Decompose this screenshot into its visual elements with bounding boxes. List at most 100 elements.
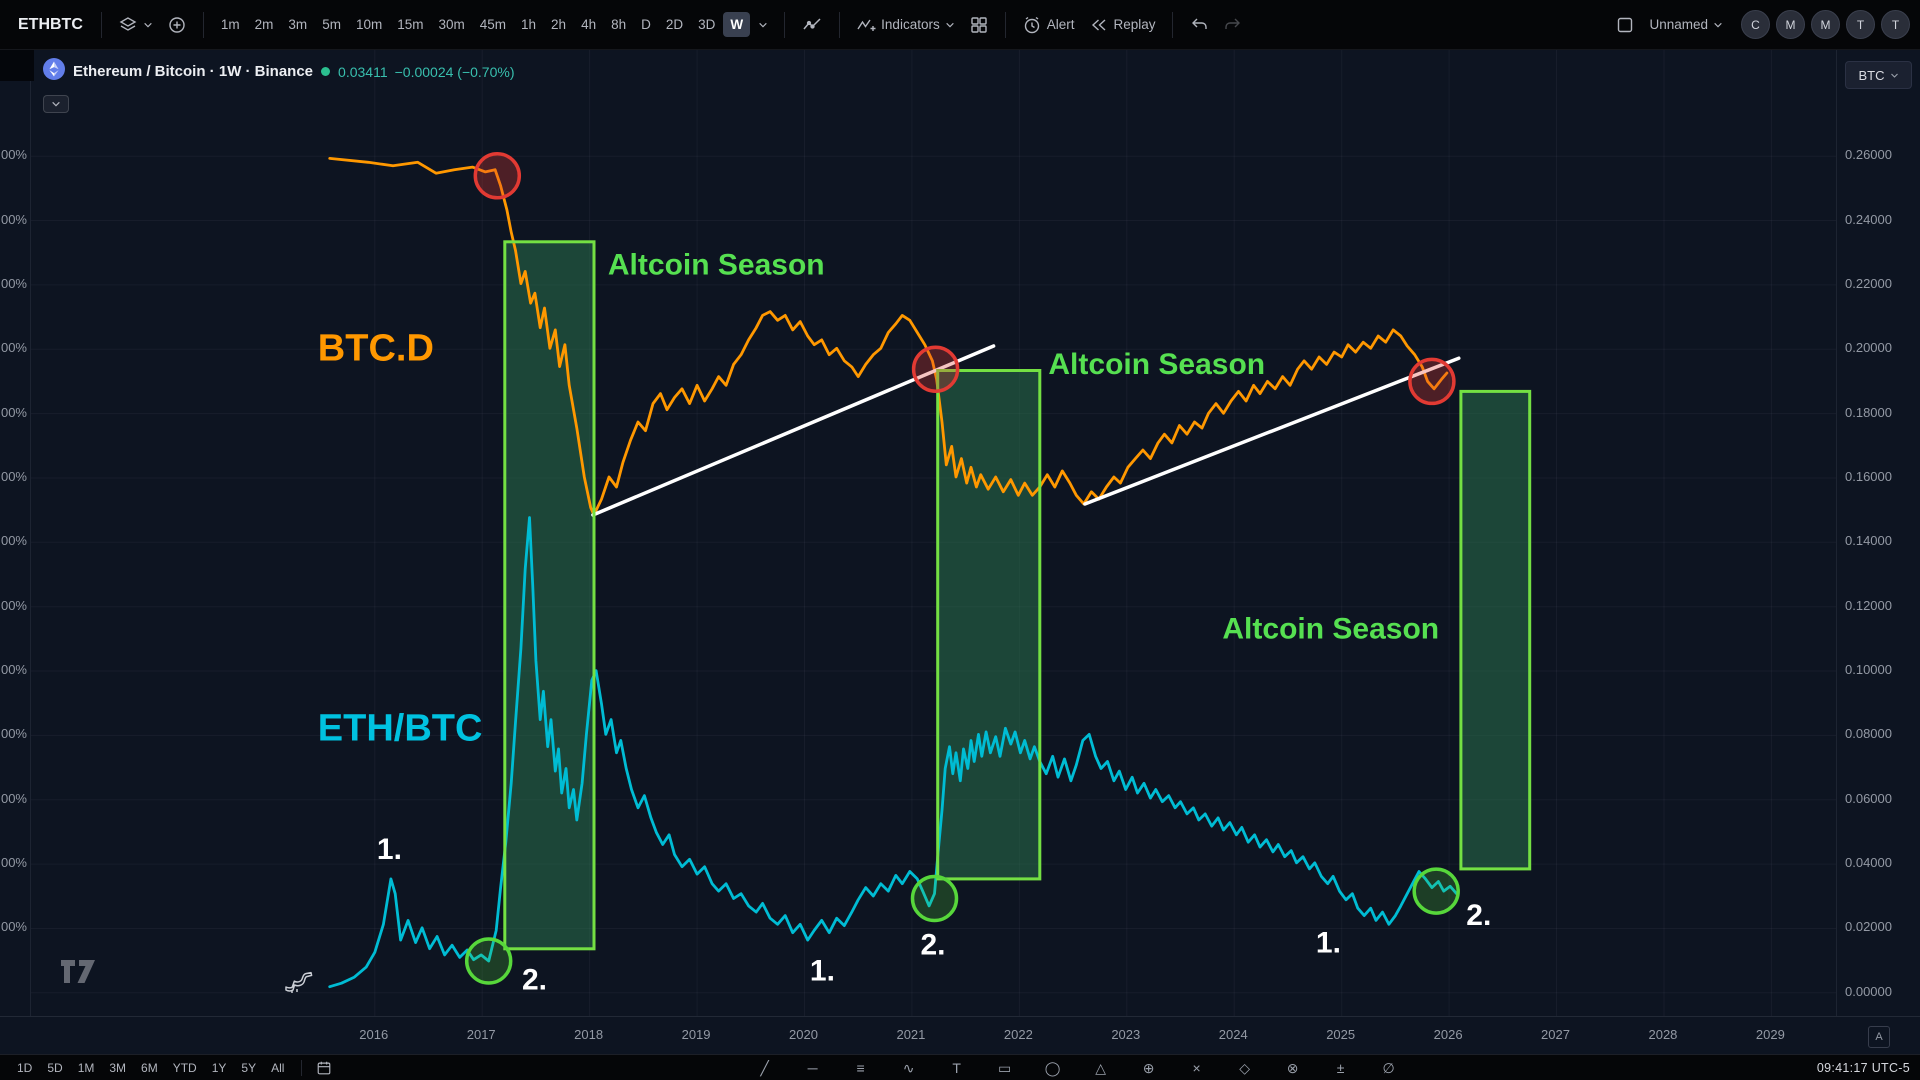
chart-annotation-text[interactable]: Altcoin Season bbox=[1048, 348, 1265, 381]
interval-45m[interactable]: 45m bbox=[473, 12, 513, 37]
top-signal-circle[interactable] bbox=[911, 345, 960, 393]
chart-annotation-text[interactable]: BTC.D bbox=[318, 328, 434, 370]
altcoin-season-box[interactable] bbox=[937, 370, 1040, 879]
empty-set-icon[interactable]: ∅ bbox=[1382, 1059, 1395, 1076]
axis-auto-marker[interactable]: A bbox=[1868, 1026, 1890, 1048]
range-3M[interactable]: 3M bbox=[102, 1059, 133, 1077]
chart-annotation-text[interactable]: Altcoin Season bbox=[608, 248, 825, 281]
alert-button[interactable]: Alert bbox=[1016, 10, 1081, 40]
top-signal-circle[interactable] bbox=[1408, 357, 1456, 406]
chart-annotation-text[interactable]: 1. bbox=[377, 833, 402, 866]
interval-menu-chevron-icon[interactable] bbox=[752, 15, 774, 35]
chart-annotation-text[interactable]: 2. bbox=[522, 964, 547, 997]
add-marker-icon[interactable]: ⊕ bbox=[1142, 1059, 1155, 1076]
legend-title[interactable]: Ethereum / Bitcoin · 1W · Binance bbox=[73, 63, 314, 80]
interval-D[interactable]: D bbox=[634, 12, 658, 37]
trendline[interactable] bbox=[591, 344, 996, 517]
avatar-1[interactable]: C bbox=[1741, 10, 1770, 39]
interval-8h[interactable]: 8h bbox=[604, 12, 633, 37]
layout-grid-icon[interactable] bbox=[963, 10, 995, 40]
range-5D[interactable]: 5D bbox=[40, 1059, 69, 1077]
fib-retracement-icon[interactable]: ≡ bbox=[856, 1059, 865, 1076]
triangle-tool-icon[interactable]: △ bbox=[1095, 1059, 1107, 1076]
avatar-3[interactable]: M bbox=[1811, 10, 1840, 39]
range-5Y[interactable]: 5Y bbox=[234, 1059, 263, 1077]
rectangle-tool-icon[interactable]: ▭ bbox=[998, 1059, 1012, 1076]
symbol-name[interactable]: ETHBTC bbox=[10, 12, 91, 38]
clock[interactable]: 09:41:17 UTC-5 bbox=[1816, 1060, 1910, 1075]
altcoin-season-box[interactable] bbox=[1460, 391, 1530, 869]
range-1M[interactable]: 1M bbox=[71, 1059, 102, 1077]
trendline[interactable] bbox=[1083, 356, 1461, 506]
ellipse-tool-icon[interactable]: ◯ bbox=[1044, 1059, 1061, 1076]
bottom-signal-circle[interactable] bbox=[910, 874, 959, 923]
interval-1m[interactable]: 1m bbox=[214, 12, 247, 37]
market-status-dot[interactable] bbox=[321, 67, 331, 76]
chart-area[interactable]: 00% 00% 00% 00% 00% 00% 00% 00% 00% 00% 00% 00% 00% … bbox=[0, 49, 1920, 1016]
range-YTD[interactable]: YTD bbox=[166, 1059, 204, 1077]
range-1D[interactable]: 1D bbox=[10, 1059, 39, 1077]
interval-10m[interactable]: 10m bbox=[349, 12, 389, 37]
diamond-tool-icon[interactable]: ◇ bbox=[1239, 1059, 1251, 1076]
interval-30m[interactable]: 30m bbox=[431, 12, 471, 37]
chart-plot[interactable]: BTC.D ETH/BTC Altcoin Season Altcoin Season… bbox=[31, 49, 1836, 1016]
altcoin-season-box-border[interactable] bbox=[936, 369, 1042, 881]
compare-icon[interactable] bbox=[112, 10, 159, 40]
legend-values: 0.03411 −0.00024 (−0.70%) bbox=[338, 64, 514, 80]
bottom-signal-circle[interactable] bbox=[464, 937, 513, 985]
interval-2h[interactable]: 2h bbox=[544, 12, 573, 37]
interval-2D[interactable]: 2D bbox=[659, 12, 690, 37]
interval-4h[interactable]: 4h bbox=[574, 12, 603, 37]
interval-5m[interactable]: 5m bbox=[315, 12, 348, 37]
btcd-series-line[interactable] bbox=[328, 157, 1449, 517]
interval-3m[interactable]: 3m bbox=[281, 12, 314, 37]
interval-1h[interactable]: 1h bbox=[514, 12, 543, 37]
top-signal-circle[interactable] bbox=[473, 152, 522, 200]
avatar-5[interactable]: T bbox=[1881, 10, 1910, 39]
layout-name-button[interactable]: Unnamed bbox=[1643, 12, 1729, 37]
interval-2m[interactable]: 2m bbox=[248, 12, 281, 37]
chart-annotation-text[interactable]: ETH/BTC bbox=[318, 707, 483, 749]
plus-minus-icon[interactable]: ± bbox=[1336, 1059, 1345, 1076]
left-price-axis[interactable]: 00% 00% 00% 00% 00% 00% 00% 00% 00% 00% 00% 00% 00% bbox=[0, 49, 31, 1016]
altcoin-season-box-border[interactable] bbox=[503, 240, 596, 951]
chart-annotation-text[interactable]: 1. bbox=[810, 954, 835, 987]
horizontal-line-icon[interactable]: ─ bbox=[807, 1059, 818, 1076]
altcoin-season-box-border[interactable] bbox=[1459, 389, 1532, 871]
crossed-circle-icon[interactable]: ⊗ bbox=[1286, 1059, 1299, 1076]
range-1Y[interactable]: 1Y bbox=[205, 1059, 234, 1077]
trend-line-icon[interactable]: ╱ bbox=[760, 1059, 769, 1076]
replay-button[interactable]: Replay bbox=[1082, 10, 1161, 40]
add-symbol-icon[interactable] bbox=[161, 10, 193, 40]
currency-toggle-button[interactable]: BTC bbox=[1845, 61, 1912, 89]
wave-pattern-icon[interactable]: ∿ bbox=[902, 1059, 915, 1076]
right-price-axis[interactable]: BTC 0.26000 0.24000 0.22000 0.20000 0.18000 0… bbox=[1836, 49, 1920, 1016]
avatar-4[interactable]: T bbox=[1846, 10, 1875, 39]
undo-icon[interactable] bbox=[1183, 10, 1215, 40]
interval-3D[interactable]: 3D bbox=[691, 12, 722, 37]
interval-15m[interactable]: 15m bbox=[390, 12, 430, 37]
chart-annotation-text[interactable]: 2. bbox=[1466, 899, 1491, 932]
text-tool-icon[interactable]: T bbox=[952, 1059, 961, 1076]
range-All[interactable]: All bbox=[264, 1059, 291, 1077]
bottom-signal-circle[interactable] bbox=[1412, 867, 1460, 915]
chart-annotation-text[interactable]: 1. bbox=[1316, 927, 1341, 960]
chart-style-icon[interactable] bbox=[795, 9, 829, 41]
avatar-2[interactable]: M bbox=[1776, 10, 1805, 39]
chart-canvas[interactable]: BTC.D ETH/BTC Altcoin Season Altcoin Season… bbox=[31, 49, 1836, 1016]
remove-drawing-icon[interactable]: × bbox=[1192, 1059, 1201, 1076]
chart-annotation-text[interactable]: 2. bbox=[921, 929, 946, 962]
legend-collapse-chevron-icon[interactable] bbox=[43, 95, 69, 113]
redo-icon[interactable] bbox=[1217, 10, 1249, 40]
go-to-date-icon[interactable] bbox=[312, 1058, 336, 1078]
range-6M[interactable]: 6M bbox=[134, 1059, 165, 1077]
chart-annotation-text[interactable]: Altcoin Season bbox=[1222, 612, 1439, 645]
indicators-button[interactable]: Indicators bbox=[850, 10, 961, 40]
interval-W[interactable]: W bbox=[723, 12, 751, 37]
ethbtc-series-line[interactable] bbox=[328, 516, 1458, 989]
altcoin-season-box[interactable] bbox=[504, 241, 594, 949]
time-axis[interactable]: A 2016 2017 2018 2019 2020 2021 2022 2023 2024 20… bbox=[0, 1016, 1920, 1056]
tradingview-logo[interactable] bbox=[61, 960, 99, 988]
save-layout-icon[interactable] bbox=[1609, 10, 1641, 40]
divider bbox=[1171, 11, 1173, 38]
